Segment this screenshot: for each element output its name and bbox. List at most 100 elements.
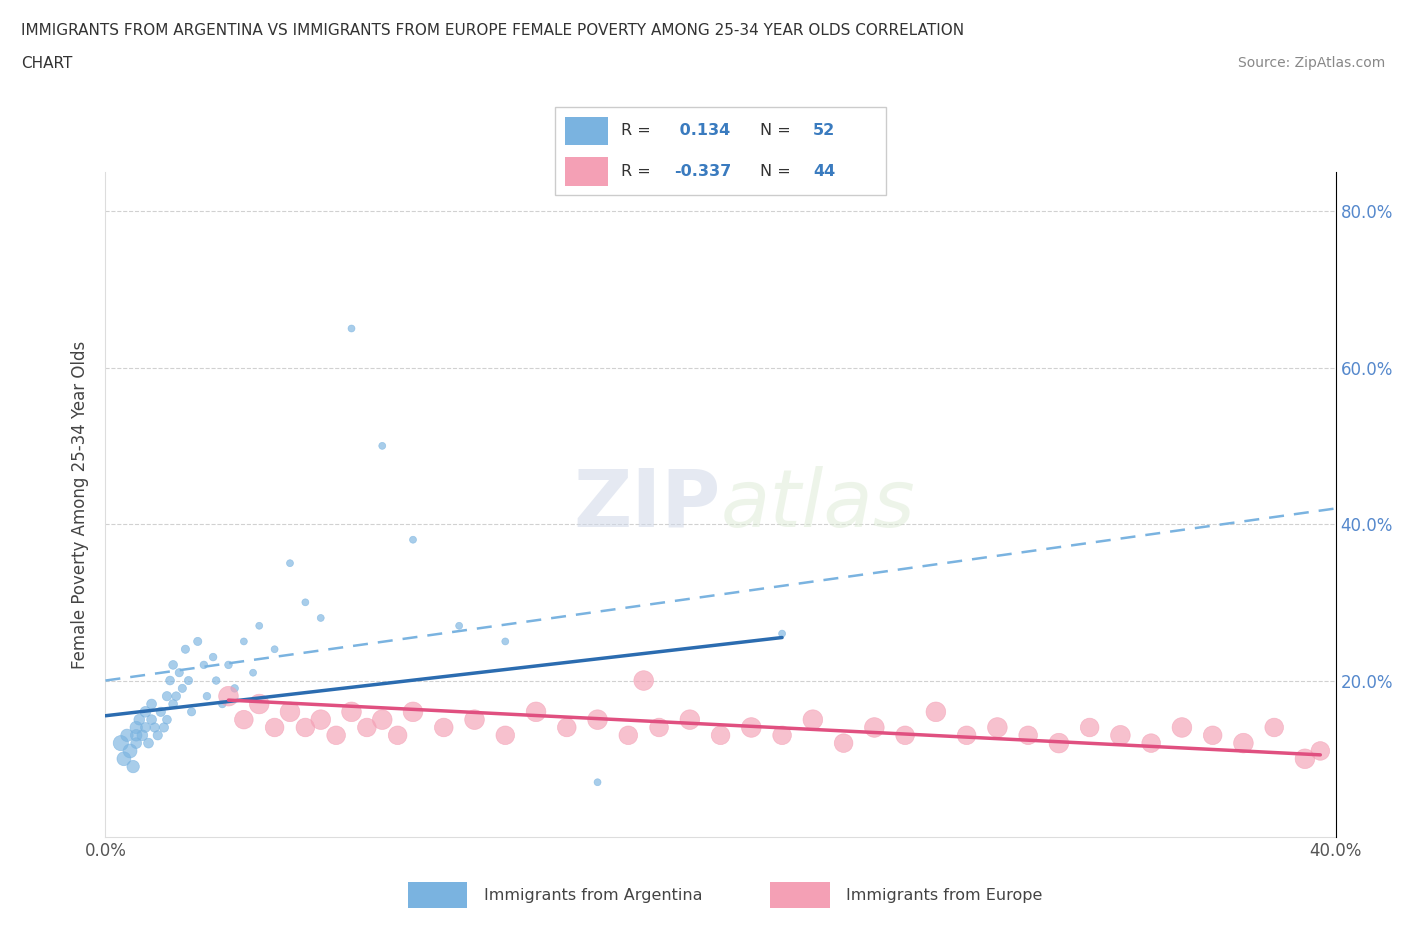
Text: N =: N = [761, 124, 796, 139]
Point [263, 642, 285, 657]
Point [165, 689, 187, 704]
Y-axis label: Female Poverty Among 25-34 Year Olds: Female Poverty Among 25-34 Year Olds [72, 340, 90, 669]
Point [986, 720, 1008, 735]
Text: R =: R = [621, 124, 657, 139]
Point [524, 704, 547, 719]
Point [224, 681, 246, 696]
Point [371, 712, 394, 727]
Bar [770, 883, 830, 908]
Text: -0.337: -0.337 [675, 164, 731, 179]
Point [371, 438, 394, 453]
Point [110, 736, 132, 751]
Point [402, 704, 425, 719]
Point [494, 728, 516, 743]
Point [247, 697, 270, 711]
Point [125, 736, 148, 751]
Bar [408, 883, 467, 908]
Text: 52: 52 [813, 124, 835, 139]
Point [122, 759, 145, 774]
Point [112, 751, 135, 766]
Text: Immigrants from Argentina: Immigrants from Argentina [484, 887, 702, 903]
Text: atlas: atlas [721, 466, 915, 543]
Point [863, 720, 886, 735]
Point [120, 743, 141, 758]
Point [169, 665, 191, 680]
Point [159, 673, 181, 688]
Point [1309, 743, 1331, 758]
Point [770, 728, 793, 743]
Point [433, 720, 456, 735]
Point [710, 728, 733, 743]
Point [128, 712, 150, 727]
Text: 0.134: 0.134 [675, 124, 731, 139]
Point [141, 712, 163, 727]
Point [617, 728, 640, 743]
Point [134, 720, 156, 735]
Text: IMMIGRANTS FROM ARGENTINA VS IMMIGRANTS FROM EUROPE FEMALE POVERTY AMONG 25-34 Y: IMMIGRANTS FROM ARGENTINA VS IMMIGRANTS … [21, 23, 965, 38]
Point [134, 704, 156, 719]
Text: 44: 44 [813, 164, 835, 179]
Point [1140, 736, 1163, 751]
Point [172, 681, 194, 696]
Point [633, 673, 655, 688]
Point [141, 697, 163, 711]
Text: CHART: CHART [21, 56, 73, 71]
Bar [565, 157, 609, 186]
Point [494, 634, 516, 649]
Point [1109, 728, 1132, 743]
Point [218, 658, 240, 672]
Point [832, 736, 855, 751]
Point [1017, 728, 1039, 743]
Point [356, 720, 378, 735]
Point [232, 712, 254, 727]
Point [309, 712, 332, 727]
Point [402, 532, 425, 547]
Point [162, 697, 184, 711]
Point [156, 689, 179, 704]
Point [180, 704, 202, 719]
Point [211, 697, 233, 711]
Point [340, 704, 363, 719]
Point [278, 556, 301, 571]
Point [242, 665, 264, 680]
Point [586, 712, 609, 727]
Text: ZIP: ZIP [574, 466, 721, 543]
Point [156, 712, 179, 727]
Point [115, 728, 138, 743]
Point [894, 728, 917, 743]
Point [925, 704, 948, 719]
Point [1201, 728, 1223, 743]
Point [387, 728, 409, 743]
Point [174, 642, 197, 657]
Point [294, 595, 316, 610]
Point [325, 728, 347, 743]
Point [1047, 736, 1070, 751]
Point [770, 626, 793, 641]
Point [1263, 720, 1285, 735]
Point [205, 673, 228, 688]
Point [1294, 751, 1316, 766]
Point [309, 610, 332, 625]
Point [146, 728, 169, 743]
Point [464, 712, 486, 727]
Point [294, 720, 316, 735]
Text: R =: R = [621, 164, 657, 179]
Point [232, 634, 254, 649]
Point [555, 720, 578, 735]
Point [740, 720, 762, 735]
Point [586, 775, 609, 790]
Point [125, 728, 148, 743]
Point [125, 720, 148, 735]
Text: Immigrants from Europe: Immigrants from Europe [846, 887, 1043, 903]
Point [247, 618, 270, 633]
Point [193, 658, 215, 672]
Point [187, 634, 209, 649]
Text: N =: N = [761, 164, 796, 179]
Point [131, 728, 153, 743]
Point [153, 720, 176, 735]
Point [801, 712, 824, 727]
Point [1078, 720, 1101, 735]
Point [648, 720, 671, 735]
Point [1232, 736, 1254, 751]
Point [195, 689, 218, 704]
